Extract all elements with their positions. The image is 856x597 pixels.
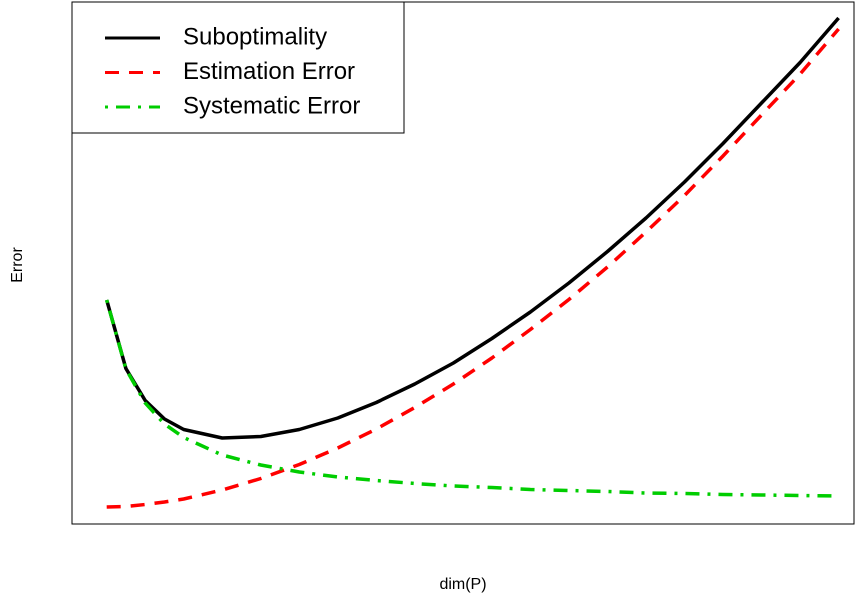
x-axis-label: dim(P): [439, 576, 486, 593]
series-line: [105, 16, 840, 440]
series-line: [106, 27, 840, 509]
series-line: [105, 299, 839, 498]
y-axis-label: Error: [9, 247, 26, 283]
legend-label: Systematic Error: [183, 92, 360, 119]
plot-frame: [71, 1, 855, 525]
legend-box: [71, 1, 405, 134]
legend-label: Estimation Error: [183, 58, 355, 85]
legend-label: Suboptimality: [183, 23, 327, 50]
